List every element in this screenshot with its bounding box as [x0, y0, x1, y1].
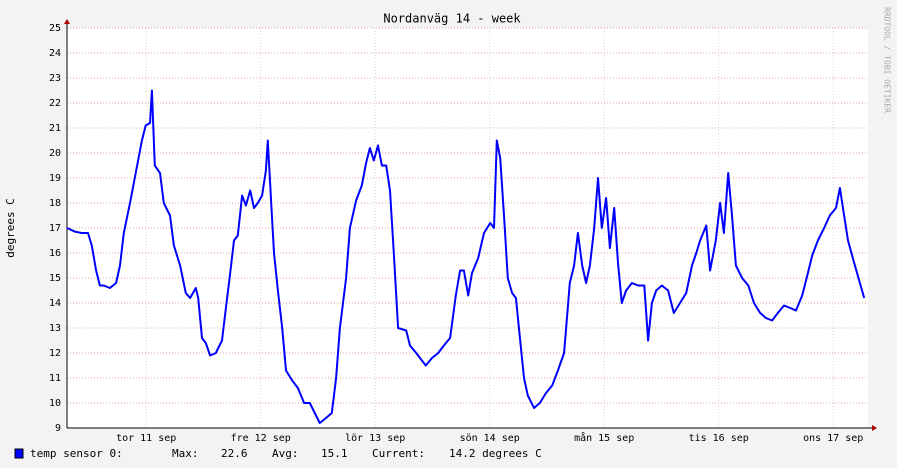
watermark: RRDTOOL / TOBI OETIKER	[883, 7, 892, 113]
x-tick-label: fre 12 sep	[231, 433, 291, 444]
y-arrow	[64, 19, 70, 24]
x-tick-label: sön 14 sep	[460, 433, 520, 444]
legend-swatch	[14, 448, 24, 459]
legend-avg: 15.1	[321, 447, 348, 460]
y-tick-label: 14	[49, 298, 61, 309]
x-arrow	[872, 425, 877, 431]
y-tick-label: 9	[55, 423, 61, 434]
y-tick-label: 11	[49, 373, 61, 384]
y-tick-label: 10	[49, 398, 61, 409]
y-tick-label: 25	[49, 23, 61, 34]
y-tick-label: 24	[49, 48, 61, 59]
x-tick-label: tor 11 sep	[116, 433, 176, 444]
y-tick-label: 17	[49, 223, 61, 234]
y-tick-label: 20	[49, 148, 61, 159]
legend-current: 14.2 degrees C	[449, 447, 542, 460]
y-tick-label: 18	[49, 198, 61, 209]
legend-current-label: Current:	[372, 447, 425, 460]
y-tick-label: 16	[49, 248, 61, 259]
x-tick-label: tis 16 sep	[689, 433, 749, 444]
y-tick-label: 23	[49, 73, 61, 84]
x-tick-label: mån 15 sep	[574, 431, 634, 444]
legend-avg-label: Avg:	[272, 447, 299, 460]
x-tick-label: ons 17 sep	[803, 433, 863, 444]
y-axis-label: degrees C	[4, 198, 17, 258]
y-tick-label: 13	[49, 323, 61, 334]
grid	[67, 27, 868, 429]
y-tick-label: 22	[49, 98, 61, 109]
legend-max: 22.6	[221, 447, 248, 460]
series-line	[66, 89, 866, 424]
y-tick-label: 15	[49, 273, 61, 284]
plot-area	[67, 28, 868, 428]
legend-label: temp sensor 0:	[30, 447, 123, 460]
legend-max-label: Max:	[172, 447, 199, 460]
y-tick-label: 12	[49, 348, 61, 359]
y-tick-label: 21	[49, 123, 61, 134]
chart-title: Nordanväg 14 - week	[383, 12, 521, 26]
y-tick-label: 19	[49, 173, 61, 184]
x-tick-label: lör 13 sep	[345, 433, 405, 444]
